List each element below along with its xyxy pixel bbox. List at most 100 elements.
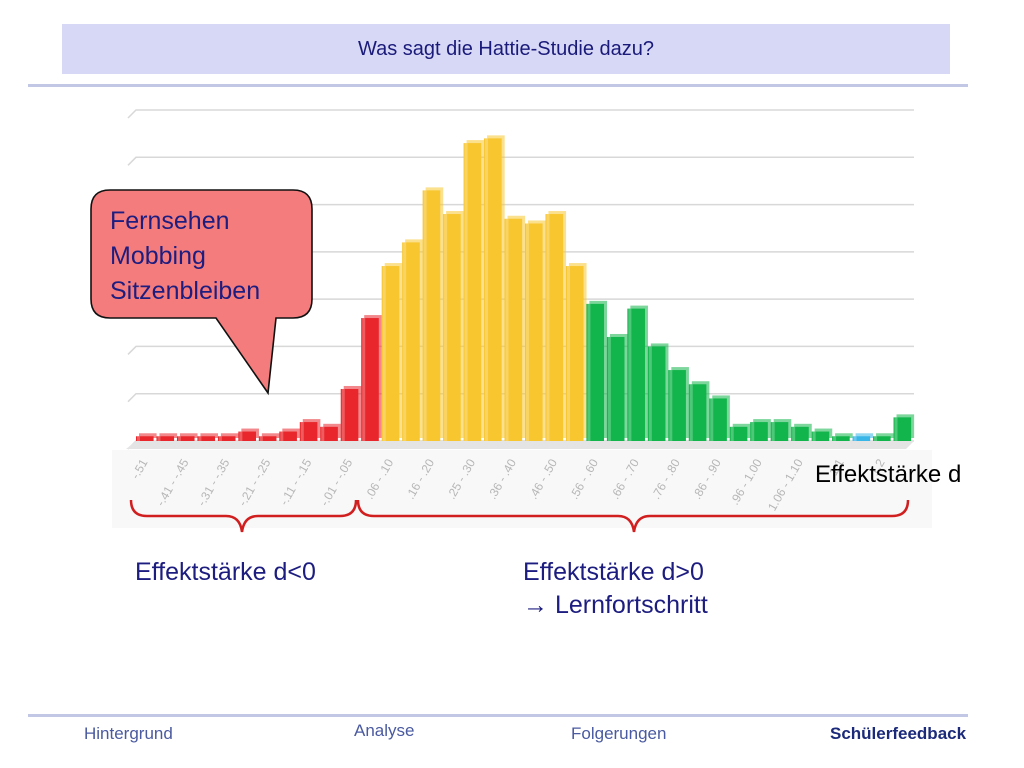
- footer-item-folgerungen[interactable]: Folgerungen: [571, 724, 667, 743]
- bar: [729, 426, 748, 441]
- bar-highlight: [198, 436, 202, 441]
- bar-depth: [179, 433, 198, 438]
- bar-highlight: [239, 431, 243, 441]
- bar-highlight: [689, 384, 693, 441]
- footer-item-schuelerfeedback[interactable]: Schülerfeedback: [830, 724, 967, 743]
- bar-highlight: [546, 214, 550, 441]
- bar-highlight: [894, 417, 898, 441]
- footer-item-hintergrund[interactable]: Hintergrund: [84, 724, 173, 743]
- bar: [197, 436, 216, 441]
- top-divider: [28, 84, 968, 87]
- bar: [647, 346, 666, 441]
- grid-line: [127, 109, 914, 119]
- bar: [299, 422, 318, 441]
- arrow-right-icon: →: [523, 591, 548, 619]
- bar: [893, 417, 912, 441]
- bar-depth: [855, 433, 874, 438]
- callout-line-bullying: Mobbing: [110, 242, 206, 270]
- bar-highlight: [157, 436, 161, 441]
- title-bar: Was sagt die Hattie-Studie dazu?: [62, 24, 950, 74]
- bar-highlight: [792, 426, 796, 441]
- bar-highlight: [259, 436, 263, 441]
- bar-highlight: [833, 436, 837, 441]
- positive-brace: [356, 499, 910, 533]
- bar: [709, 398, 727, 441]
- bar-highlight: [730, 426, 734, 441]
- bar-highlight: [628, 308, 632, 441]
- bar: [136, 436, 154, 441]
- bar: [279, 431, 297, 441]
- bar-depth: [200, 433, 219, 438]
- bar: [668, 370, 686, 441]
- bar: [258, 436, 277, 441]
- bar-highlight: [137, 436, 140, 441]
- bar-highlight: [280, 431, 284, 441]
- bar: [381, 266, 400, 441]
- bar: [422, 190, 441, 441]
- learning-progress-text: Lernfortschritt: [554, 591, 708, 619]
- bar-highlight: [607, 336, 611, 441]
- bar: [770, 422, 789, 441]
- callout-text: Fernsehen Mobbing Sitzenbleiben: [110, 204, 260, 309]
- bar-highlight: [444, 214, 448, 441]
- bar-highlight: [341, 388, 345, 441]
- bar: [545, 214, 564, 441]
- slide-title: Was sagt die Hattie-Studie dazu?: [357, 37, 655, 60]
- footer-item-analyse[interactable]: Analyse: [354, 721, 415, 740]
- x-axis-title: Effektstärke d: [815, 461, 962, 488]
- bar: [586, 303, 605, 441]
- chart-floor: [126, 441, 914, 449]
- bar: [484, 138, 502, 441]
- bar-highlight: [648, 346, 652, 441]
- bar: [402, 242, 420, 441]
- bar-highlight: [812, 431, 816, 441]
- bar: [156, 436, 175, 441]
- bar-highlight: [874, 436, 878, 441]
- negative-effect-label: Effektstärke d<0: [135, 558, 316, 586]
- bar-highlight: [771, 422, 775, 441]
- bar-highlight: [382, 266, 386, 441]
- bar: [832, 436, 850, 441]
- bar: [361, 318, 379, 441]
- bar: [525, 223, 543, 441]
- bar: [340, 388, 359, 441]
- bar-depth: [261, 433, 280, 438]
- callout-line-tv: Fernsehen: [110, 207, 230, 235]
- bar-depth: [876, 433, 894, 438]
- bar-highlight: [587, 303, 591, 441]
- bar: [688, 384, 707, 441]
- bar: [873, 436, 891, 441]
- positive-effect-label: Effektstärke d>0: [523, 558, 704, 586]
- bar: [791, 426, 809, 441]
- bar-depth: [835, 433, 853, 438]
- bar: [606, 336, 625, 441]
- bar-highlight: [485, 138, 489, 441]
- bar: [750, 422, 768, 441]
- bar: [238, 431, 256, 441]
- bar-highlight: [566, 266, 570, 441]
- bar-highlight: [464, 143, 468, 441]
- grid-line: [127, 156, 914, 166]
- bar: [852, 436, 871, 441]
- bar: [176, 436, 195, 441]
- bar-highlight: [505, 218, 509, 441]
- negative-brace: [129, 499, 358, 533]
- bar-highlight: [218, 436, 222, 441]
- bar-depth: [159, 433, 178, 438]
- bar-highlight: [710, 398, 714, 441]
- bar-highlight: [362, 318, 366, 441]
- bar-depth: [220, 433, 239, 438]
- bar-depth: [139, 433, 157, 438]
- learning-progress-label: → Lernfortschritt: [523, 591, 708, 620]
- bar: [811, 431, 830, 441]
- bar: [504, 218, 523, 441]
- bar: [320, 426, 338, 441]
- bar-highlight: [526, 223, 529, 441]
- footer-divider: [28, 714, 968, 717]
- callout-bubble: [90, 189, 313, 396]
- callout-line-grade-retention: Sitzenbleiben: [110, 277, 261, 305]
- bar-highlight: [321, 426, 325, 441]
- bar-highlight: [177, 436, 181, 441]
- bar-highlight: [669, 370, 673, 441]
